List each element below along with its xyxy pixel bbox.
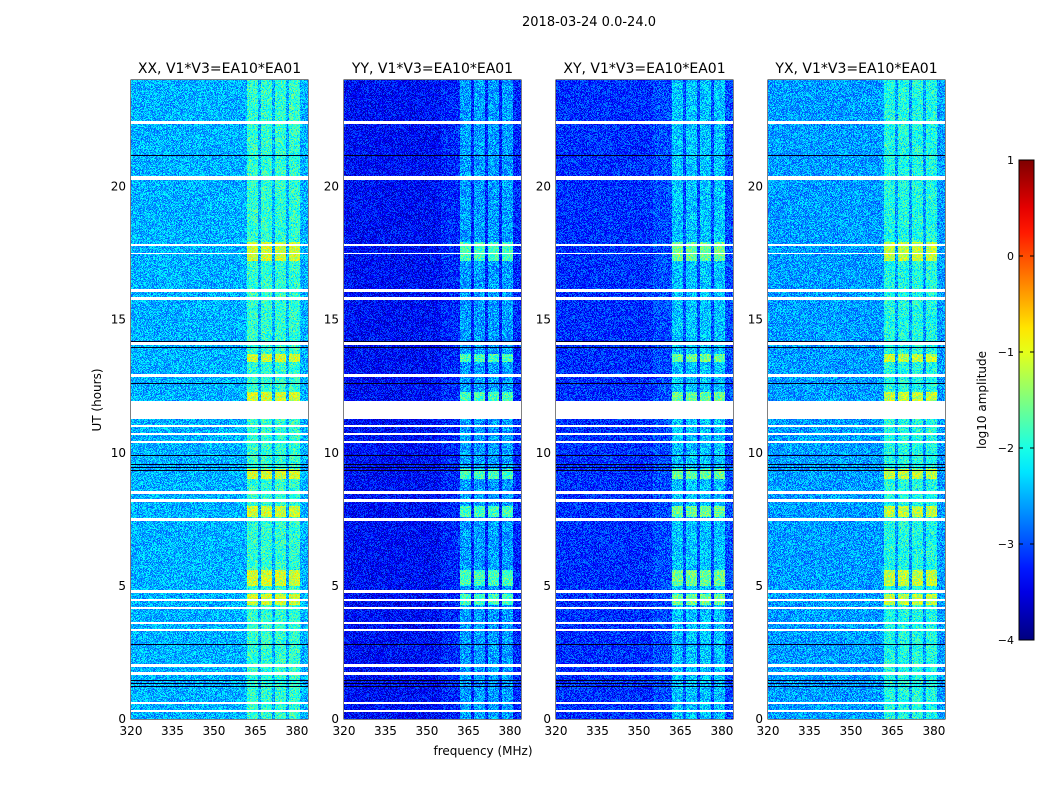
colorbar-label: log10 amplitude (975, 351, 989, 449)
colorbar-tick-label: −1 (998, 346, 1014, 359)
y-tick-label: 5 (755, 579, 763, 593)
x-tick-label: 380 (498, 724, 521, 738)
x-tick-label: 335 (161, 724, 184, 738)
x-tick-label: 320 (120, 724, 143, 738)
x-tick-label: 335 (586, 724, 609, 738)
x-tick-label: 380 (710, 724, 733, 738)
panel-title-3: YX, V1*V3=EA10*EA01 (774, 61, 937, 77)
panel-title-2: XY, V1*V3=EA10*EA01 (563, 61, 725, 77)
x-tick-label: 320 (757, 724, 780, 738)
waterfall-image-0 (131, 80, 308, 719)
x-tick-label: 380 (285, 724, 308, 738)
x-tick-label: 365 (669, 724, 692, 738)
panel-title-1: YY, V1*V3=EA10*EA01 (351, 61, 513, 77)
x-tick-label: 365 (244, 724, 267, 738)
x-tick-label: 335 (374, 724, 397, 738)
y-tick-label: 10 (111, 446, 126, 460)
y-tick-label: 5 (543, 579, 551, 593)
x-tick-label: 350 (203, 724, 226, 738)
y-tick-label: 10 (748, 446, 763, 460)
y-tick-label: 10 (536, 446, 551, 460)
x-tick-label: 320 (545, 724, 568, 738)
y-tick-label: 15 (324, 313, 339, 327)
colorbar-tick-label: −2 (998, 442, 1014, 455)
waterfall-image-1 (344, 80, 521, 719)
suptitle: 2018-03-24 0.0-24.0 (522, 15, 656, 30)
x-tick-label: 365 (881, 724, 904, 738)
panel-title-0: XX, V1*V3=EA10*EA01 (138, 61, 301, 77)
y-tick-label: 20 (748, 180, 763, 194)
colorbar-tick-label: 0 (1007, 250, 1014, 263)
y-tick-label: 15 (748, 313, 763, 327)
y-tick-label: 0 (543, 712, 551, 726)
y-tick-label: 10 (324, 446, 339, 460)
x-tick-label: 380 (922, 724, 945, 738)
x-tick-label: 350 (628, 724, 651, 738)
y-tick-label: 20 (111, 180, 126, 194)
colorbar-tick-label: −3 (998, 538, 1014, 551)
y-tick-label: 0 (118, 712, 126, 726)
x-axis-label: frequency (MHz) (433, 744, 532, 758)
colorbar-tick-label: 1 (1007, 154, 1014, 167)
y-tick-label: 15 (111, 313, 126, 327)
y-tick-label: 20 (536, 180, 551, 194)
y-tick-label: 15 (536, 313, 551, 327)
y-axis-label: UT (hours) (90, 368, 104, 431)
colorbar-tick-label: −4 (998, 634, 1014, 647)
colorbar (1018, 159, 1035, 641)
y-tick-label: 0 (755, 712, 763, 726)
y-tick-label: 0 (331, 712, 339, 726)
y-tick-label: 5 (331, 579, 339, 593)
x-tick-label: 335 (798, 724, 821, 738)
waterfall-image-3 (768, 80, 945, 719)
y-tick-label: 5 (118, 579, 126, 593)
x-tick-label: 320 (333, 724, 356, 738)
y-tick-label: 20 (324, 180, 339, 194)
x-tick-label: 350 (840, 724, 863, 738)
x-tick-label: 350 (416, 724, 439, 738)
waterfall-image-2 (556, 80, 733, 719)
x-tick-label: 365 (457, 724, 480, 738)
